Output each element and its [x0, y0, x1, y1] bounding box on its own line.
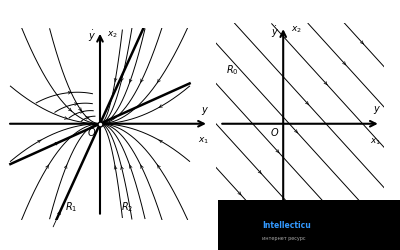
Text: $x_2$: $x_2$: [107, 29, 118, 40]
Text: $R_2$: $R_2$: [121, 200, 133, 214]
Text: $x_1$: $x_1$: [198, 136, 209, 146]
Text: $O$: $O$: [270, 126, 280, 138]
Text: Intellecticu: Intellecticu: [262, 220, 311, 230]
Text: $\dot{y}$: $\dot{y}$: [271, 25, 279, 40]
Text: $x_1$: $x_1$: [370, 136, 381, 147]
Text: $\dot{y}$: $\dot{y}$: [88, 29, 96, 44]
Text: $R_0$: $R_0$: [226, 63, 239, 77]
Text: i: i: [235, 221, 239, 231]
Text: $O$: $O$: [87, 126, 97, 138]
Text: $y$: $y$: [372, 104, 381, 116]
Text: $R_1$: $R_1$: [65, 200, 77, 214]
Circle shape: [222, 207, 252, 245]
Text: $y$: $y$: [201, 105, 209, 117]
Text: $x_2$: $x_2$: [290, 25, 302, 35]
Text: интернет ресурс: интернет ресурс: [262, 236, 306, 241]
